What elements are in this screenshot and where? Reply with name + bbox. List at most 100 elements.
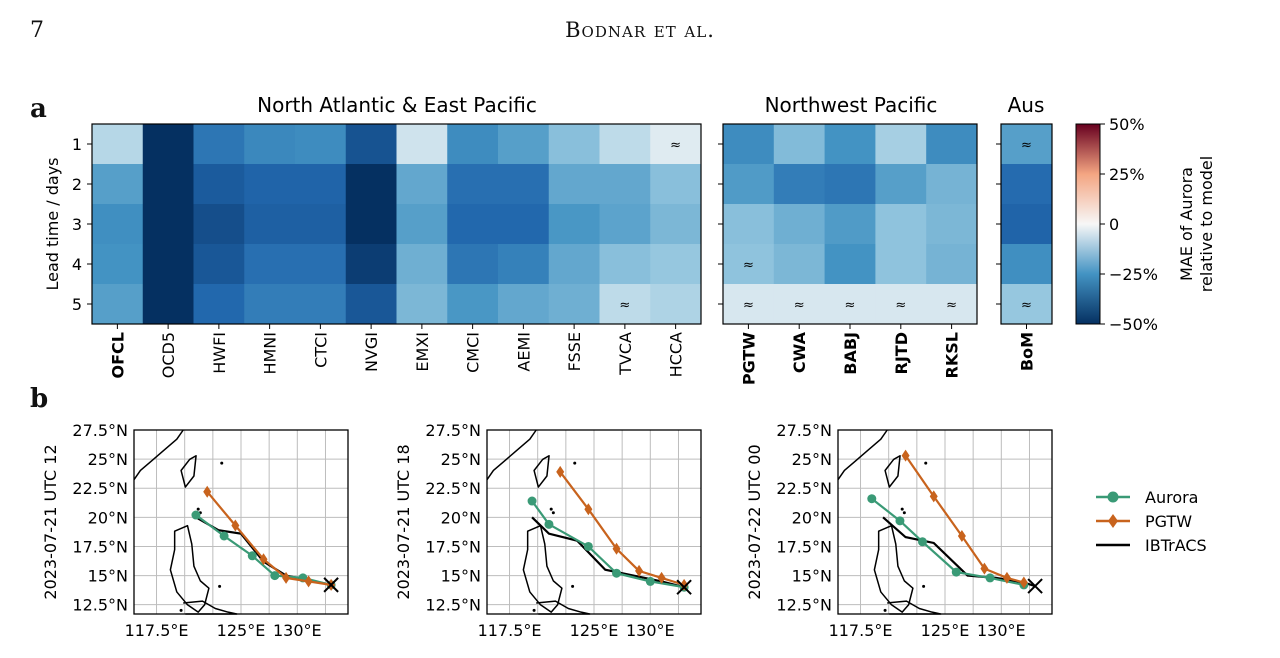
aurora-point [191,510,201,520]
lat-tick-label: 20°N [792,508,832,527]
approx-marker: ≈ [895,298,906,313]
pgtw-point [957,529,966,542]
lat-tick-label: 27.5°N [776,421,832,440]
heatmap-cell [824,124,876,165]
island [900,507,904,511]
heatmap-cell [599,204,651,245]
coastline [486,429,537,481]
heatmap-cells: ≈ ≈1 2 3 4 5 OFCL OCD5 HWFI HMNI CTCI NVGI EMXI CMCI A… [72,123,1053,385]
heatmap-cell [396,124,448,165]
heatmap-cell [926,284,978,325]
final-position-marker [323,577,339,593]
aurora-point [917,537,927,547]
aurora-point [527,496,537,506]
heatmap-cell [396,244,448,285]
colorbar-label-line1: MAE of Aurora [1177,167,1196,281]
y-tick-label: 4 [72,255,82,274]
pgtw-point [657,571,666,584]
heatmap-cell [295,164,347,205]
heatmap-cell [447,164,499,205]
colorbar-tick-label: −25% [1109,265,1158,284]
heatmap-cell [193,204,245,245]
heatmap-cell [193,164,245,205]
heatmap-cell [193,244,245,285]
heatmap-cell [723,204,775,245]
heatmap-title-aus: Aus [1008,93,1045,117]
heatmap-cell [447,284,499,325]
approx-marker: ≈ [743,258,754,273]
coastline [169,524,210,613]
island [549,507,553,511]
heatmap-y-label: Lead time / days [43,158,62,291]
pgtw-point [231,519,240,532]
x-tick-label-hmni: HMNI [261,332,280,375]
heatmap-cell [875,164,927,205]
heatmap-cell [548,284,600,325]
heatmap-cell [295,244,347,285]
aurora-point [867,494,877,504]
island [924,461,928,465]
coastline [533,455,550,488]
heatmap-cell [345,284,397,325]
aurora-point [951,567,961,577]
y-tick-label: 1 [72,135,82,154]
heatmap-cell [92,164,144,205]
heatmap-cell [824,204,876,245]
heatmap-cell [498,164,550,205]
panel-a-label: a [30,94,47,124]
lon-tick-label: 130°E [273,621,322,640]
heatmap-cell [875,124,927,165]
coastline [522,524,563,613]
lon-tick-label: 117.5°E [829,621,893,640]
x-tick-label-babj: BABJ [841,332,860,375]
x-tick-label-cmci: CMCI [464,332,483,373]
aurora-point [645,576,655,586]
x-tick-label-emxi: EMXI [413,332,432,372]
heatmap-cell [142,204,194,245]
lat-tick-label: 12.5°N [776,596,832,615]
heatmap-cell [92,244,144,285]
approx-marker: ≈ [946,298,957,313]
lat-tick-label: 15°N [792,567,832,586]
lat-tick-label: 17.5°N [776,537,832,556]
map-frame [486,429,702,615]
heatmap-cell [498,204,550,245]
track-panel: 27.5°N 25°N 22.5°N 20°N 17.5°N 15°N 12.5°N 117.… [745,421,1053,640]
lat-tick-label: 22.5°N [72,479,128,498]
heatmap-cell [244,164,296,205]
heatmap-cell [548,124,600,165]
heatmap-cell [875,284,927,325]
heatmap-cell [142,284,194,325]
heatmap-cell [92,284,144,325]
heatmap-cell [142,124,194,165]
island [220,461,224,465]
pgtw-point [901,449,910,462]
coastline [884,455,901,488]
heatmap-cell [773,164,826,205]
lat-tick-label: 25°N [88,450,128,469]
heatmap-title-na-ep: North Atlantic & East Pacific [257,93,537,117]
legend: Aurora PGTW IBTrACS [1096,488,1207,555]
lon-tick-label: 125°E [570,621,619,640]
track-panel-date-label: 2023-07-21 UTC 12 [41,444,60,599]
pgtw-point [635,564,644,577]
heatmap-cell [447,204,499,245]
track-pgtw [206,491,332,586]
lon-tick-label: 125°E [217,621,266,640]
heatmap-cell [926,204,978,245]
heatmap-cell [1001,284,1053,325]
heatmap-cell [650,204,702,245]
pgtw-point [612,542,621,555]
legend-aurora-marker [1107,491,1119,503]
colorbar-tick-label: 0 [1109,215,1119,234]
panel-b-label: b [30,384,49,414]
approx-marker: ≈ [794,298,805,313]
heatmap-cell [548,164,600,205]
heatmap-cell [92,204,144,245]
lon-tick-label: 130°E [977,621,1026,640]
pgtw-point [203,485,212,498]
heatmap-cell [773,204,826,245]
track-panel-date-label: 2023-07-22 UTC 00 [745,444,764,599]
running-head: Bodnar et al. [565,18,715,42]
